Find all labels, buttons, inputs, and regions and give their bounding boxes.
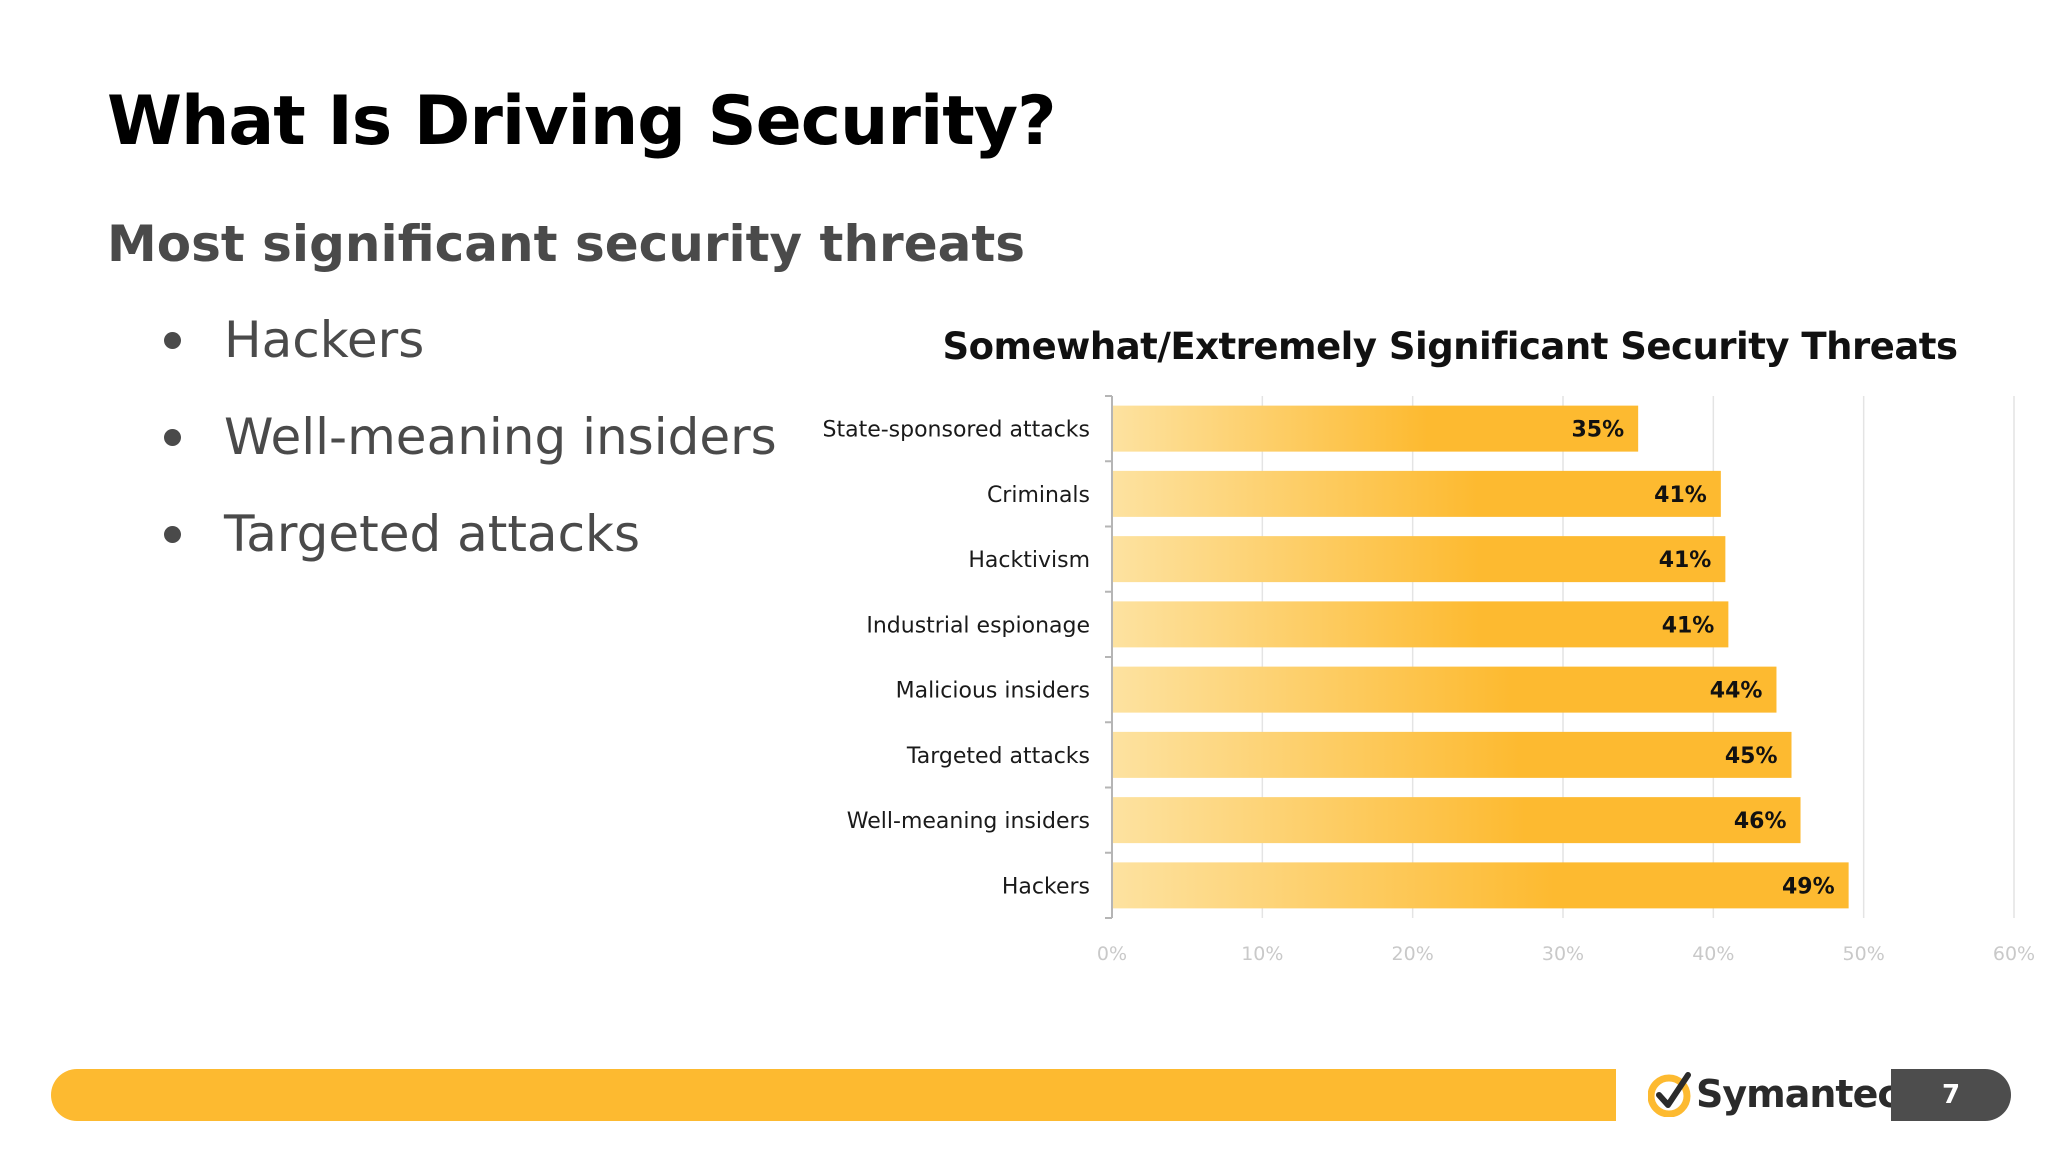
bar [1113,666,1777,713]
x-tick-label: 10% [1241,943,1283,965]
x-tick-label: 40% [1692,943,1734,965]
category-label: State-sponsored attacks [823,418,1091,443]
chart-title: Somewhat/Extremely Significant Security … [942,325,1957,368]
data-label: 41% [1659,548,1712,573]
bullet-list: Hackers Well-meaning insiders Targeted a… [160,300,777,591]
slide-title: What Is Driving Security? [107,82,1057,161]
data-label: 49% [1782,874,1835,899]
data-label: 41% [1662,613,1715,638]
bar [1113,470,1721,517]
category-label: Well-meaning insiders [847,809,1090,834]
bullet-dot-icon [164,429,181,446]
bullet-item: Well-meaning insiders [160,397,777,494]
category-label: Hacktivism [968,548,1090,573]
bar [1113,797,1801,844]
bullet-dot-icon [164,526,181,543]
checkmark-circle-icon [1647,1071,1694,1118]
data-label: 46% [1734,809,1787,834]
category-label: Industrial espionage [866,613,1090,638]
category-label: Hackers [1002,874,1090,899]
bar [1113,601,1729,648]
category-label: Criminals [987,483,1090,508]
bar [1113,536,1726,583]
x-tick-label: 30% [1542,943,1584,965]
footer-accent-bar [51,1069,1616,1121]
bullet-text: Well-meaning insiders [224,408,777,466]
bar-chart: Somewhat/Extremely Significant Security … [823,325,2036,965]
bullet-item: Hackers [160,300,777,397]
bar [1113,862,1849,909]
bullet-item: Targeted attacks [160,494,777,591]
data-label: 45% [1725,744,1778,769]
symantec-logo: Symantec. [1647,1063,1907,1125]
category-label: Malicious insiders [896,679,1090,704]
bar [1113,731,1792,778]
bullet-dot-icon [164,332,181,349]
bar [1113,405,1639,452]
bullet-text: Targeted attacks [224,505,641,563]
page-number-badge: 7 [1891,1069,2011,1121]
slide-subtitle: Most significant security threats [107,215,1026,273]
data-label: 44% [1710,679,1763,704]
x-tick-label: 60% [1993,943,2035,965]
data-label: 35% [1571,418,1624,443]
logo-text: Symantec [1696,1072,1900,1116]
bullet-text: Hackers [224,311,425,369]
x-tick-label: 0% [1097,943,1127,965]
x-tick-label: 20% [1392,943,1434,965]
category-label: Targeted attacks [906,744,1090,769]
data-label: 41% [1654,483,1707,508]
x-tick-label: 50% [1843,943,1885,965]
